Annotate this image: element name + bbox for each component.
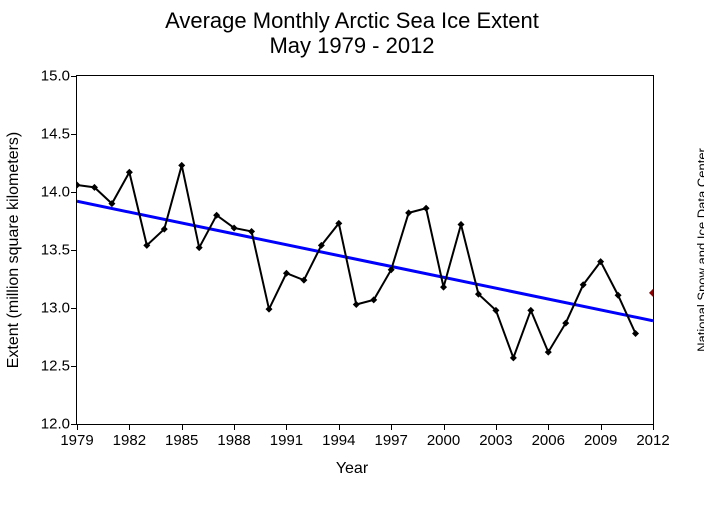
y-tick-mark [71, 250, 76, 251]
x-tick-label: 2000 [427, 432, 460, 449]
y-tick-mark [71, 192, 76, 193]
x-tick-label: 2003 [479, 432, 512, 449]
y-tick-label: 13.0 [10, 300, 70, 317]
chart-title: Average Monthly Arctic Sea Ice Extent Ma… [0, 8, 704, 59]
y-tick-label: 14.5 [10, 126, 70, 143]
data-marker [266, 306, 273, 313]
chart-container: Average Monthly Arctic Sea Ice Extent Ma… [0, 0, 704, 512]
x-tick-label: 1979 [60, 432, 93, 449]
data-marker [178, 162, 185, 169]
y-tick-label: 12.0 [10, 416, 70, 433]
x-tick-mark [601, 425, 602, 430]
data-marker [77, 182, 81, 189]
x-tick-mark [339, 425, 340, 430]
data-marker [527, 307, 534, 314]
credit-label: National Snow and Ice Data Center [695, 148, 704, 352]
y-tick-mark [71, 424, 76, 425]
data-marker [423, 205, 430, 212]
x-tick-label: 1982 [113, 432, 146, 449]
x-tick-label: 2012 [636, 432, 669, 449]
x-tick-label: 1994 [322, 432, 355, 449]
y-tick-mark [71, 76, 76, 77]
data-marker [440, 284, 447, 291]
title-line2: May 1979 - 2012 [269, 33, 434, 58]
plot-svg [77, 76, 653, 424]
y-tick-label: 12.5 [10, 358, 70, 375]
x-tick-mark [391, 425, 392, 430]
x-tick-mark [182, 425, 183, 430]
x-tick-mark [234, 425, 235, 430]
y-tick-label: 13.5 [10, 242, 70, 259]
data-marker [353, 301, 360, 308]
x-tick-mark [286, 425, 287, 430]
x-tick-mark [129, 425, 130, 430]
x-tick-mark [444, 425, 445, 430]
x-tick-label: 1997 [374, 432, 407, 449]
x-tick-mark [77, 425, 78, 430]
y-tick-mark [71, 134, 76, 135]
y-tick-mark [71, 308, 76, 309]
data-marker [300, 277, 307, 284]
data-marker [458, 221, 465, 228]
x-tick-mark [496, 425, 497, 430]
x-tick-label: 2006 [532, 432, 565, 449]
data-marker [405, 209, 412, 216]
data-marker [632, 330, 639, 337]
data-marker [248, 228, 255, 235]
x-tick-label: 2009 [584, 432, 617, 449]
y-tick-label: 14.0 [10, 184, 70, 201]
y-tick-label: 15.0 [10, 68, 70, 85]
x-axis-label: Year [0, 460, 704, 478]
latest-point-marker [649, 289, 653, 297]
x-tick-label: 1988 [217, 432, 250, 449]
data-line [77, 165, 636, 358]
x-tick-mark [548, 425, 549, 430]
data-marker [510, 354, 517, 361]
y-tick-mark [71, 366, 76, 367]
title-line1: Average Monthly Arctic Sea Ice Extent [165, 8, 539, 33]
x-tick-mark [653, 425, 654, 430]
x-tick-label: 1991 [270, 432, 303, 449]
x-tick-label: 1985 [165, 432, 198, 449]
plot-area [76, 75, 654, 425]
data-marker [615, 292, 622, 299]
data-marker [283, 270, 290, 277]
